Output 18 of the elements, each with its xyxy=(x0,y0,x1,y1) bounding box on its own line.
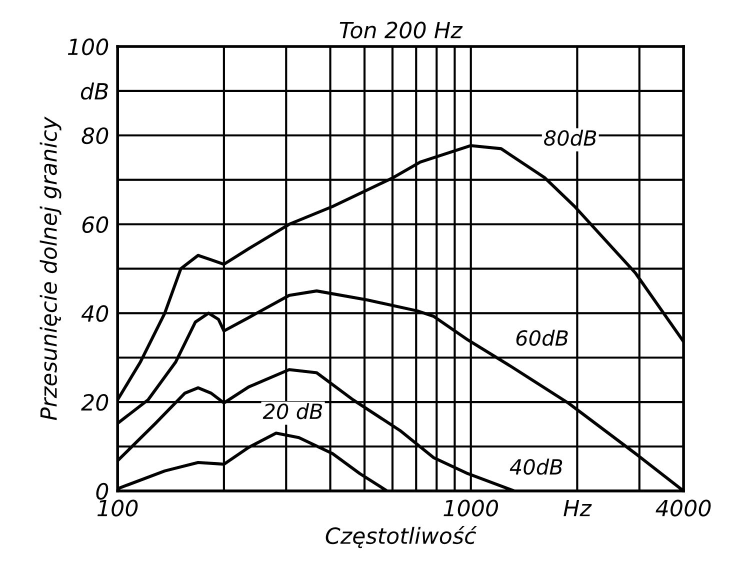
y-tick-label: 60 xyxy=(82,216,108,234)
y-tick-label: 0 xyxy=(96,482,108,500)
chart-title: Ton 200 Hz xyxy=(340,22,463,38)
y-tick-label: 80 xyxy=(82,127,108,144)
x-tick-label: Hz xyxy=(564,500,592,516)
x-tick-label: 1000 xyxy=(444,500,498,516)
y-tick-label: dB xyxy=(80,82,108,100)
y-axis-title: Przesunięcie dolnej granicy xyxy=(40,116,62,420)
x-tick-label: 4000 xyxy=(656,500,711,516)
series-label: 40dB xyxy=(510,458,562,475)
x-axis-title: Częstotliwość xyxy=(326,526,477,548)
y-tick-label: 20 xyxy=(81,394,108,411)
series-label: 80dB xyxy=(544,130,596,146)
y-tick-label: 100 xyxy=(68,38,108,56)
series-label: 60dB xyxy=(516,330,568,346)
x-tick-label: 100 xyxy=(97,500,138,516)
series-label: 20 dB xyxy=(262,403,322,420)
y-tick-label: 40 xyxy=(81,305,108,322)
